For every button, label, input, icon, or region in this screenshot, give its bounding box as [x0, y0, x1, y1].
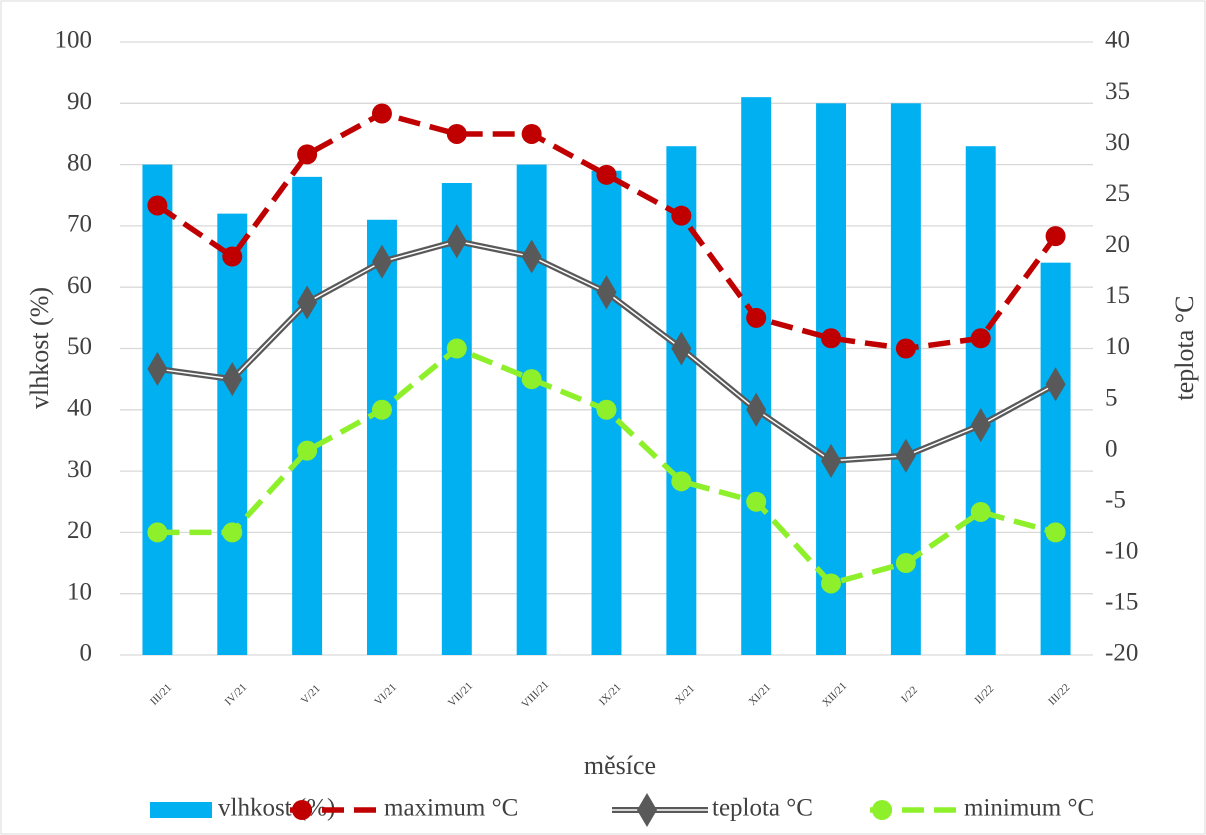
marker	[297, 144, 318, 165]
bar	[516, 164, 547, 655]
marker	[222, 522, 243, 543]
y2-tick-label: 15	[1105, 282, 1130, 309]
y-tick-label: 10	[67, 578, 92, 605]
y-tick-label: 90	[67, 88, 92, 115]
marker	[746, 307, 767, 328]
y-tick-label: 40	[67, 395, 92, 422]
y2-tick-label: -10	[1105, 538, 1138, 565]
legend-label: minimum °C	[964, 795, 1094, 822]
bar	[741, 97, 772, 656]
legend-marker	[872, 800, 892, 820]
marker	[446, 123, 467, 144]
y2-tick-label: -5	[1105, 486, 1126, 513]
y-tick-label: 60	[67, 272, 92, 299]
y-tick-label: 30	[67, 456, 92, 483]
marker	[222, 246, 243, 267]
marker	[297, 440, 318, 461]
marker	[671, 331, 692, 366]
marker	[821, 328, 842, 349]
bar	[965, 146, 996, 655]
marker	[596, 275, 617, 310]
y2-tick-label: -15	[1105, 589, 1138, 616]
marker	[671, 205, 692, 226]
y2-tick-label: -20	[1105, 640, 1138, 667]
marker	[521, 123, 542, 144]
bar	[366, 219, 397, 655]
marker	[1045, 522, 1066, 543]
bar	[292, 176, 323, 656]
marker	[746, 491, 767, 512]
legend-label: vlhkost (%)	[218, 795, 335, 822]
marker	[970, 328, 991, 349]
marker	[596, 399, 617, 420]
bar	[217, 213, 248, 655]
bar	[816, 103, 847, 656]
legend-marker	[292, 800, 312, 820]
marker	[895, 438, 916, 473]
y2-tick-label: 35	[1105, 78, 1130, 105]
marker	[371, 399, 392, 420]
marker	[446, 224, 467, 259]
bar	[441, 182, 472, 656]
marker	[147, 195, 168, 216]
marker	[596, 164, 617, 185]
marker	[222, 362, 243, 397]
marker	[895, 553, 916, 574]
y-tick-label: 50	[67, 333, 92, 360]
y2-tick-label: 0	[1105, 435, 1118, 462]
marker	[1045, 226, 1066, 247]
marker	[821, 443, 842, 478]
marker	[521, 369, 542, 390]
bar	[1040, 262, 1071, 655]
legend-label: maximum °C	[384, 795, 518, 822]
x-axis-title: měsíce	[584, 751, 656, 780]
marker	[746, 392, 767, 427]
y-tick-label: 100	[55, 27, 93, 54]
y-axis-title: vlhkost (%)	[25, 287, 54, 409]
marker	[1045, 367, 1066, 402]
y2-tick-label: 30	[1105, 129, 1130, 156]
y2-tick-label: 25	[1105, 180, 1130, 207]
marker	[895, 338, 916, 359]
marker	[521, 239, 542, 274]
marker	[970, 408, 991, 443]
marker	[446, 338, 467, 359]
y-tick-label: 80	[67, 149, 92, 176]
y-tick-label: 20	[67, 517, 92, 544]
marker	[821, 573, 842, 594]
marker	[297, 285, 318, 320]
legend-label: teplota °C	[712, 795, 813, 822]
y-tick-label: 0	[80, 640, 93, 667]
marker	[970, 501, 991, 522]
marker	[371, 244, 392, 279]
y2-axis-title: teplota °C	[1170, 296, 1199, 401]
bar	[142, 164, 173, 655]
marker	[147, 522, 168, 543]
y2-tick-label: 10	[1105, 333, 1130, 360]
y2-tick-label: 5	[1105, 384, 1118, 411]
legend-swatch	[150, 802, 212, 818]
legend-marker	[637, 793, 657, 827]
y2-tick-label: 40	[1105, 27, 1130, 54]
marker	[147, 351, 168, 386]
marker	[671, 471, 692, 492]
y-tick-label: 70	[67, 211, 92, 238]
y2-tick-label: 20	[1105, 231, 1130, 258]
marker	[371, 103, 392, 124]
